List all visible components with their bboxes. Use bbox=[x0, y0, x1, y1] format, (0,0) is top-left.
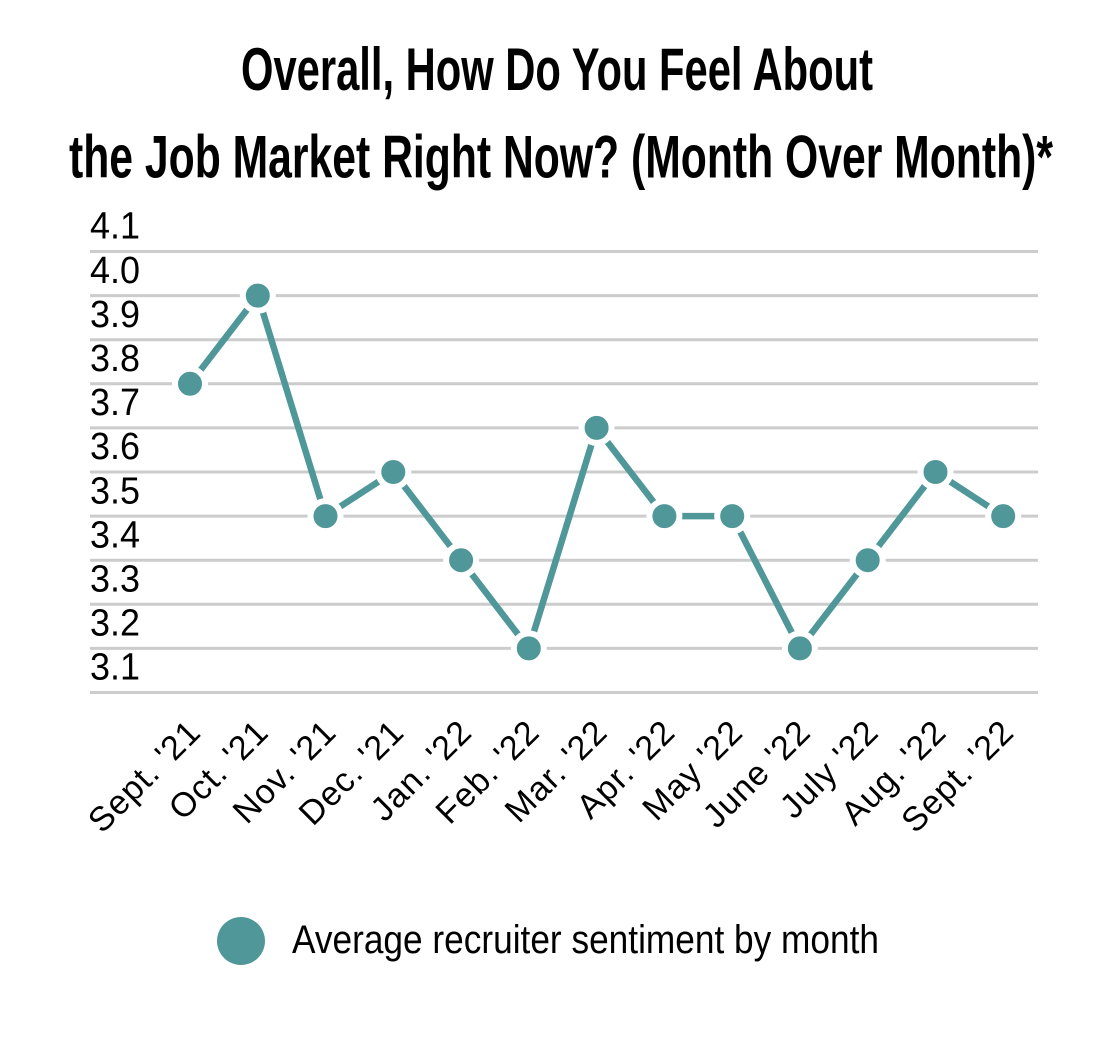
svg-text:Average recruiter sentiment by: Average recruiter sentiment by month bbox=[292, 918, 879, 962]
svg-text:3.4: 3.4 bbox=[90, 514, 140, 556]
svg-text:3.9: 3.9 bbox=[90, 294, 140, 336]
svg-text:3.2: 3.2 bbox=[90, 603, 140, 645]
svg-text:Overall, How Do You Feel About: Overall, How Do You Feel About bbox=[241, 36, 873, 103]
svg-text:3.7: 3.7 bbox=[90, 382, 140, 424]
svg-text:3.5: 3.5 bbox=[90, 470, 140, 512]
svg-text:3.3: 3.3 bbox=[90, 559, 140, 601]
svg-text:3.8: 3.8 bbox=[90, 338, 140, 380]
svg-text:the Job Market Right Now? (Mon: the Job Market Right Now? (Month Over Mo… bbox=[69, 124, 1053, 191]
svg-text:4.0: 4.0 bbox=[90, 250, 140, 292]
svg-text:3.6: 3.6 bbox=[90, 426, 140, 468]
svg-text:4.1: 4.1 bbox=[90, 206, 140, 248]
svg-text:3.1: 3.1 bbox=[90, 647, 140, 689]
